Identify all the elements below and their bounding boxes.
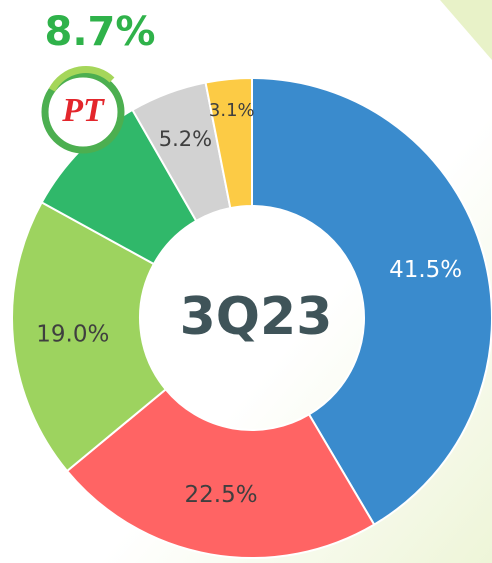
center-label: 3Q23 — [180, 287, 333, 347]
logo-text: PT — [61, 92, 105, 129]
donut-segment — [251, 76, 492, 526]
donut-segment — [204, 76, 253, 210]
data-label: 5.2% — [159, 127, 212, 151]
logo-arc — [48, 65, 115, 92]
data-label: 8.7% — [45, 9, 156, 55]
data-label: 3.1% — [209, 100, 255, 121]
data-label: 19.0% — [36, 321, 109, 347]
data-label: 22.5% — [185, 482, 258, 508]
data-label: 41.5% — [389, 257, 462, 283]
donut-segment — [11, 201, 168, 473]
logo: PT — [41, 65, 125, 154]
corner-decoration — [440, 0, 492, 60]
donut-segment — [65, 387, 376, 559]
logo-ring — [41, 70, 125, 154]
